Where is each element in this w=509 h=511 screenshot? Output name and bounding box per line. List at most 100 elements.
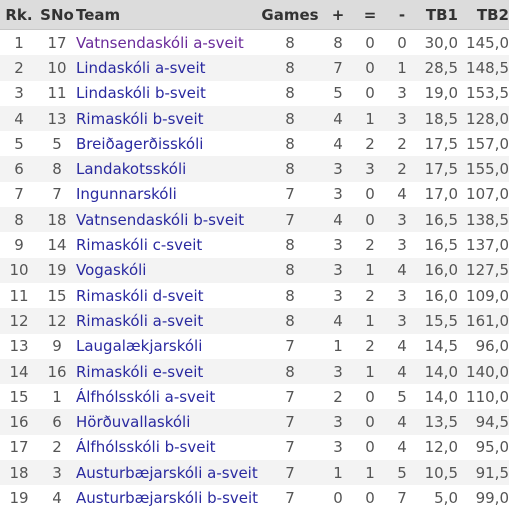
tb1-cell: 15,5 <box>418 308 458 334</box>
sno-cell: 8 <box>38 156 76 182</box>
draws-cell: 2 <box>354 282 386 309</box>
games-cell: 8 <box>258 282 322 309</box>
wins-cell: 3 <box>322 409 354 435</box>
wins-cell: 8 <box>322 29 354 56</box>
games-cell: 7 <box>258 409 322 435</box>
tb1-cell: 14,0 <box>418 384 458 410</box>
draws-cell: 3 <box>354 156 386 182</box>
team-cell: Álfhólsskóli b-sveit <box>76 434 258 461</box>
draws-cell: 0 <box>354 80 386 106</box>
draws-cell: 2 <box>354 131 386 157</box>
table-row: 14 16 Rimaskóli e-sveit 8 3 1 4 14,0 140,0 <box>0 358 509 385</box>
team-link[interactable]: Vogaskóli <box>76 261 147 280</box>
team-link[interactable]: Vatnsendaskóli a-sveit <box>76 33 244 52</box>
table-row: 3 11 Lindaskóli b-sveit 8 5 0 3 19,0 153,5 <box>0 80 509 106</box>
sno-cell: 11 <box>38 80 76 106</box>
tb2-cell: 107,0 <box>458 181 509 208</box>
team-link[interactable]: Landakotsskóli <box>76 160 187 179</box>
column-header-wins[interactable]: + <box>322 0 354 30</box>
team-link[interactable]: Lindaskóli b-sveit <box>76 84 206 103</box>
team-link[interactable]: Austurbæjarskóli b-sveit <box>76 488 258 507</box>
team-link[interactable]: Ingunnarskóli <box>76 185 177 204</box>
column-header-tb2[interactable]: TB2 <box>458 0 509 30</box>
losses-cell: 3 <box>386 282 418 309</box>
sno-cell: 13 <box>38 105 76 132</box>
rank-cell: 6 <box>0 156 38 182</box>
team-cell: Vatnsendaskóli a-sveit <box>76 29 258 56</box>
column-header-rank[interactable]: Rk. <box>0 0 38 30</box>
draws-cell: 1 <box>354 308 386 334</box>
team-link[interactable]: Álfhólsskóli b-sveit <box>76 438 216 457</box>
standings-body: 1 17 Vatnsendaskóli a-sveit 8 8 0 0 30,0 145,0 2 1… <box>0 29 509 511</box>
team-cell: Laugalækjarskóli <box>76 333 258 359</box>
losses-cell: 3 <box>386 105 418 132</box>
table-row: 6 8 Landakotsskóli 8 3 3 2 17,5 155,0 <box>0 156 509 182</box>
team-link[interactable]: Lindaskóli a-sveit <box>76 58 206 77</box>
team-link[interactable]: Laugalækjarskóli <box>76 337 203 356</box>
column-header-tb1[interactable]: TB1 <box>418 0 458 30</box>
wins-cell: 7 <box>322 55 354 81</box>
draws-cell: 0 <box>354 29 386 56</box>
losses-cell: 3 <box>386 308 418 334</box>
table-row: 10 19 Vogaskóli 8 3 1 4 16,0 127,5 <box>0 257 509 283</box>
rank-cell: 17 <box>0 434 38 461</box>
wins-cell: 2 <box>322 384 354 410</box>
rank-cell: 7 <box>0 181 38 208</box>
column-header-team[interactable]: Team <box>76 0 258 30</box>
tb2-cell: 99,0 <box>458 485 509 511</box>
losses-cell: 4 <box>386 181 418 208</box>
table-row: 4 13 Rimaskóli b-sveit 8 4 1 3 18,5 128,0 <box>0 105 509 132</box>
team-link[interactable]: Rimaskóli c-sveit <box>76 236 203 255</box>
tb2-cell: 95,0 <box>458 434 509 461</box>
losses-cell: 4 <box>386 333 418 359</box>
tb1-cell: 10,5 <box>418 460 458 486</box>
team-cell: Lindaskóli b-sveit <box>76 80 258 106</box>
rank-cell: 5 <box>0 131 38 157</box>
games-cell: 7 <box>258 434 322 461</box>
table-row: 15 1 Álfhólsskóli a-sveit 7 2 0 5 14,0 110,0 <box>0 384 509 410</box>
losses-cell: 5 <box>386 460 418 486</box>
games-cell: 8 <box>258 232 322 258</box>
team-cell: Álfhólsskóli a-sveit <box>76 384 258 410</box>
tb2-cell: 109,0 <box>458 282 509 309</box>
team-link[interactable]: Austurbæjarskóli a-sveit <box>76 463 258 482</box>
rank-cell: 16 <box>0 409 38 435</box>
table-row: 1 17 Vatnsendaskóli a-sveit 8 8 0 0 30,0 145,0 <box>0 29 509 56</box>
team-link[interactable]: Breiðagerðisskóli <box>76 134 204 153</box>
team-link[interactable]: Vatnsendaskóli b-sveit <box>76 210 245 229</box>
column-header-sno[interactable]: SNo <box>38 0 76 30</box>
losses-cell: 4 <box>386 434 418 461</box>
rank-cell: 4 <box>0 105 38 132</box>
losses-cell: 2 <box>386 156 418 182</box>
games-cell: 8 <box>258 105 322 132</box>
draws-cell: 2 <box>354 333 386 359</box>
table-row: 7 7 Ingunnarskóli 7 3 0 4 17,0 107,0 <box>0 181 509 208</box>
team-cell: Rimaskóli a-sveit <box>76 308 258 334</box>
column-header-losses[interactable]: - <box>386 0 418 30</box>
team-cell: Breiðagerðisskóli <box>76 131 258 157</box>
games-cell: 8 <box>258 29 322 56</box>
team-link[interactable]: Hörðuvallaskóli <box>76 413 191 432</box>
column-header-games[interactable]: Games <box>258 0 322 30</box>
team-cell: Rimaskóli c-sveit <box>76 232 258 258</box>
games-cell: 8 <box>258 156 322 182</box>
draws-cell: 1 <box>354 105 386 132</box>
sno-cell: 19 <box>38 257 76 283</box>
rank-cell: 3 <box>0 80 38 106</box>
team-link[interactable]: Rimaskóli b-sveit <box>76 109 204 128</box>
games-cell: 8 <box>258 55 322 81</box>
team-link[interactable]: Rimaskóli e-sveit <box>76 362 204 381</box>
column-header-draws[interactable]: = <box>354 0 386 30</box>
table-row: 8 18 Vatnsendaskóli b-sveit 7 4 0 3 16,5 138,5 <box>0 207 509 233</box>
team-link[interactable]: Rimaskóli a-sveit <box>76 311 204 330</box>
games-cell: 8 <box>258 131 322 157</box>
sno-cell: 4 <box>38 485 76 511</box>
team-link[interactable]: Álfhólsskóli a-sveit <box>76 387 216 406</box>
wins-cell: 3 <box>322 358 354 385</box>
draws-cell: 0 <box>354 485 386 511</box>
team-link[interactable]: Rimaskóli d-sveit <box>76 286 204 305</box>
wins-cell: 1 <box>322 460 354 486</box>
tb2-cell: 110,0 <box>458 384 509 410</box>
wins-cell: 3 <box>322 156 354 182</box>
table-row: 11 15 Rimaskóli d-sveit 8 3 2 3 16,0 109,0 <box>0 282 509 309</box>
